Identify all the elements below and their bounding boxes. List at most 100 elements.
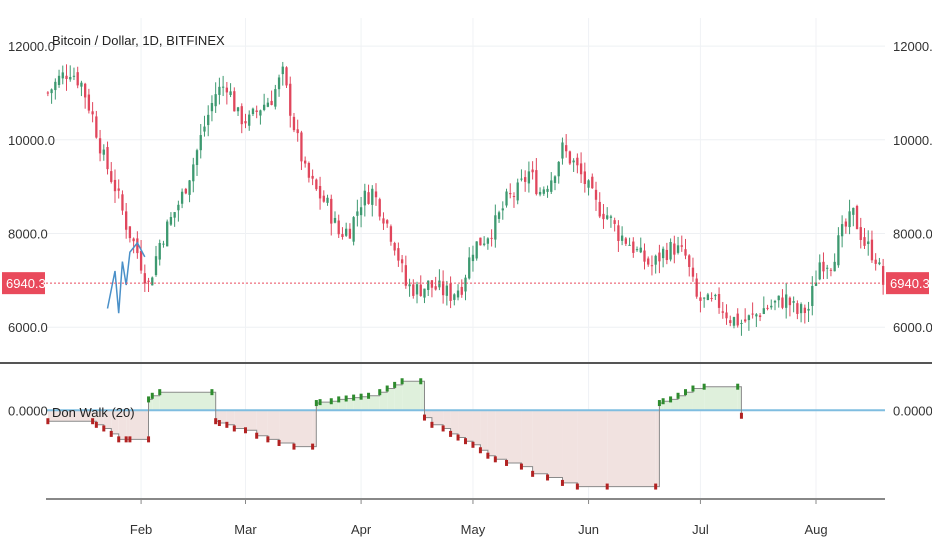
indicator-fill <box>126 410 130 440</box>
candle <box>188 179 191 203</box>
candle <box>277 74 281 97</box>
candle-body <box>706 294 710 301</box>
candle-body <box>337 220 340 235</box>
candle-body <box>83 83 87 98</box>
candle <box>132 237 135 254</box>
candle-body <box>449 283 452 301</box>
candle-body <box>602 213 605 220</box>
candle <box>386 219 389 228</box>
candle <box>654 254 657 274</box>
candle <box>702 297 706 308</box>
candle-body <box>680 245 683 247</box>
candle <box>781 289 784 310</box>
indicator-step-marker <box>367 392 371 399</box>
indicator-step-marker <box>210 389 214 396</box>
indicator-fill <box>103 410 112 429</box>
candle <box>568 150 572 166</box>
candle <box>822 252 825 280</box>
candle-body <box>98 138 102 154</box>
candle-body <box>818 262 821 280</box>
indicator-fill <box>472 410 481 445</box>
candle-body <box>434 286 437 290</box>
candle <box>520 169 523 182</box>
candle <box>169 212 173 226</box>
last-price-badge-right: 6940.3 <box>886 272 930 295</box>
candle <box>274 84 277 110</box>
indicator-step-marker <box>575 483 579 490</box>
candle <box>229 83 232 98</box>
candle <box>326 194 329 206</box>
indicator-fill <box>458 410 466 438</box>
candle <box>606 207 609 221</box>
candle <box>669 238 672 262</box>
indicator-fill <box>118 410 127 440</box>
candle-body <box>542 189 545 194</box>
candle <box>859 217 862 249</box>
candle-body <box>184 188 187 194</box>
candle-body <box>121 194 124 211</box>
last-price-badge-bg <box>2 272 45 295</box>
candle <box>684 238 687 260</box>
indicator-fill <box>465 410 473 442</box>
candle <box>497 210 501 223</box>
indicator-fill <box>480 410 488 451</box>
indicator-fill <box>338 399 347 411</box>
candle-body <box>281 66 284 75</box>
candle-body <box>251 108 255 115</box>
candle-body <box>826 267 829 269</box>
indicator-fill <box>704 386 738 411</box>
candle <box>352 216 355 246</box>
candle <box>289 76 292 128</box>
candle-body <box>796 303 799 314</box>
candle-body <box>520 178 523 180</box>
candle <box>438 269 441 291</box>
candle <box>449 276 452 309</box>
candle-body <box>128 226 132 239</box>
candle <box>441 270 445 304</box>
candle-body <box>374 191 378 198</box>
candle <box>561 137 564 165</box>
candle-body <box>811 285 814 306</box>
indicator-step-marker <box>214 418 218 425</box>
candle-body <box>169 217 173 225</box>
candle-body <box>684 249 687 256</box>
candle <box>583 162 586 193</box>
candle <box>557 160 560 184</box>
candle-body <box>210 103 214 112</box>
candle <box>799 302 803 323</box>
indicator-fill <box>424 410 432 418</box>
candle-body <box>773 300 777 303</box>
candle-body <box>54 81 57 91</box>
candle-body <box>248 114 251 126</box>
candle-body <box>710 298 713 300</box>
candle <box>695 273 698 299</box>
x-tick-label: May <box>461 522 486 537</box>
candle-body <box>367 192 370 204</box>
candle <box>46 91 50 97</box>
candle <box>747 314 751 331</box>
candle-body <box>699 297 702 301</box>
candle <box>54 78 57 100</box>
candle <box>382 212 385 230</box>
candle-body <box>427 280 430 290</box>
candle <box>777 295 780 308</box>
candle <box>50 88 53 104</box>
candle-body <box>72 75 76 77</box>
candle <box>628 237 631 246</box>
candle <box>345 222 348 237</box>
candle-body <box>691 267 695 277</box>
candle-body <box>464 277 467 292</box>
indicator-step-marker <box>158 389 162 396</box>
candle-body <box>460 286 463 295</box>
y-tick-label-left: 12000.0 <box>8 39 55 54</box>
candle-body <box>296 129 299 134</box>
candle <box>751 302 754 319</box>
candle-body <box>441 281 445 296</box>
indicator-step-marker <box>739 412 743 419</box>
indicator-fill <box>379 392 388 411</box>
candle-body <box>415 284 419 295</box>
candle-body <box>844 221 848 227</box>
candle <box>195 148 199 176</box>
candle <box>486 237 490 250</box>
candle <box>348 223 352 239</box>
